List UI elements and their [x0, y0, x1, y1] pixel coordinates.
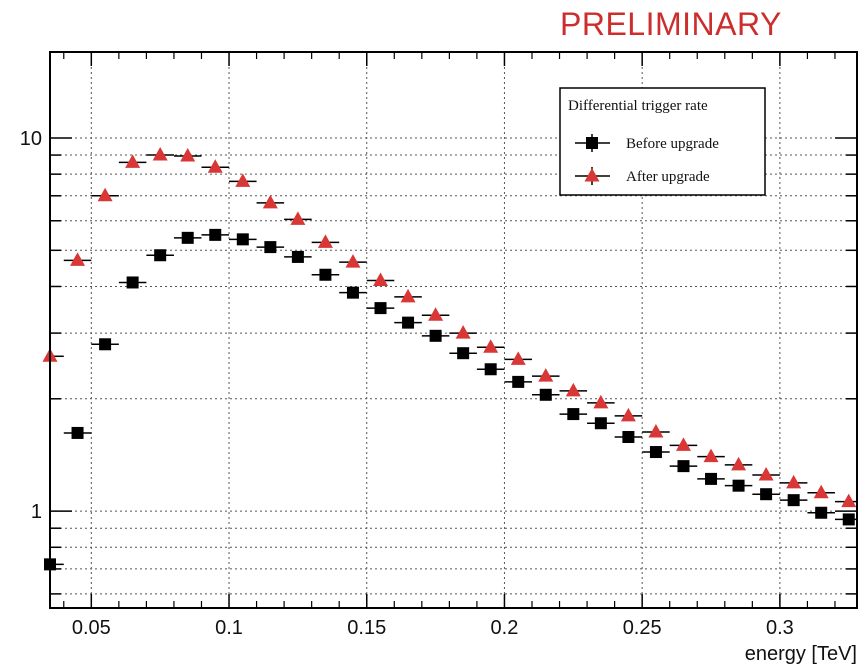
data-point-before-upgrade [291, 250, 304, 263]
data-point-before-upgrade [732, 479, 745, 492]
data-point-before-upgrade [484, 363, 497, 376]
data-point-before-upgrade [264, 241, 277, 254]
data-point-after-upgrade [70, 252, 86, 266]
data-point-before-upgrade [677, 460, 690, 473]
axes [50, 52, 857, 608]
data-point-after-upgrade [675, 437, 691, 451]
data-point-after-upgrade [235, 173, 251, 187]
data-point-after-upgrade [841, 493, 857, 508]
data-point-before-upgrade [319, 268, 332, 281]
data-point-after-upgrade [758, 466, 774, 481]
data-point-after-upgrade [620, 407, 636, 422]
y-tick-label: 10 [20, 128, 42, 150]
data-point-after-upgrade [317, 234, 333, 248]
data-point-before-upgrade [209, 228, 222, 241]
legend-label-before-upgrade: Before upgrade [626, 136, 719, 152]
data-point-after-upgrade [400, 288, 416, 303]
data-point-before-upgrade [457, 347, 470, 360]
data-point-after-upgrade [345, 254, 361, 268]
preliminary-watermark: PRELIMINARY [560, 6, 782, 42]
data-point-before-upgrade [512, 375, 525, 388]
legend: Differential trigger rate Before upgrade… [559, 87, 766, 196]
data-point-before-upgrade [236, 233, 249, 246]
data-point-before-upgrade [99, 338, 112, 351]
x-tick-label: 0.1 [215, 617, 243, 639]
data-point-before-upgrade [539, 388, 552, 401]
data-point-before-upgrade [429, 329, 442, 342]
data-point-after-upgrade [180, 147, 196, 162]
data-point-after-upgrade [703, 448, 719, 463]
legend-triangle-marker [584, 168, 600, 182]
data-point-after-upgrade [510, 351, 526, 365]
data-point-before-upgrade [705, 472, 718, 485]
data-point-after-upgrade [786, 474, 802, 489]
data-point-before-upgrade [815, 506, 828, 519]
data-point-before-upgrade [154, 249, 167, 262]
error-bars [51, 154, 856, 566]
x-tick-label: 0.15 [347, 617, 386, 639]
legend-entry-before-upgrade: Before upgrade [575, 134, 719, 152]
data-point-after-upgrade [290, 211, 306, 225]
x-tick-label: 0.25 [623, 617, 662, 639]
data-point-after-upgrade [262, 194, 278, 209]
data-point-before-upgrade [374, 302, 387, 315]
data-point-after-upgrade [152, 147, 168, 161]
data-point-after-upgrade [373, 272, 389, 287]
y-tick-label: 1 [31, 501, 42, 523]
legend-title: Differential trigger rate [568, 98, 708, 114]
data-point-after-upgrade [97, 187, 113, 202]
data-point-after-upgrade [483, 339, 499, 353]
data-point-after-upgrade [428, 307, 444, 321]
data-point-after-upgrade [813, 484, 829, 499]
data-point-before-upgrade [842, 513, 855, 526]
data-point-before-upgrade [126, 276, 139, 289]
data-point-after-upgrade [538, 368, 554, 382]
data-point-after-upgrade [207, 159, 223, 173]
x-tick-label: 0.3 [766, 617, 794, 639]
data-point-before-upgrade [567, 408, 580, 421]
data-point-before-upgrade [71, 426, 84, 439]
legend-marker-square [575, 134, 610, 152]
data-point-after-upgrade [125, 154, 141, 168]
data-markers [42, 147, 857, 571]
data-point-after-upgrade [593, 394, 609, 409]
tick-labels: 0.05 0.1 0.15 0.2 0.25 0.3 1 10 [20, 128, 794, 639]
legend-square-marker [586, 137, 598, 149]
data-point-before-upgrade [181, 231, 194, 244]
data-point-before-upgrade [622, 430, 635, 443]
legend-entry-after-upgrade: After upgrade [575, 167, 710, 185]
data-point-before-upgrade [649, 446, 662, 459]
x-tick-label: 0.05 [72, 617, 111, 639]
data-point-after-upgrade [731, 456, 747, 471]
data-point-after-upgrade [455, 325, 471, 339]
data-point-before-upgrade [346, 286, 359, 299]
data-point-after-upgrade [648, 423, 664, 438]
data-point-before-upgrade [402, 316, 415, 329]
data-point-before-upgrade [760, 488, 773, 501]
legend-marker-triangle [575, 167, 610, 185]
legend-label-after-upgrade: After upgrade [626, 169, 710, 185]
data-point-before-upgrade [787, 494, 800, 507]
plot-frame [49, 51, 858, 609]
x-tick-label: 0.2 [491, 617, 519, 639]
x-axis-title: energy [TeV] [745, 643, 857, 665]
data-point-after-upgrade [565, 382, 581, 397]
data-point-before-upgrade [594, 417, 607, 430]
